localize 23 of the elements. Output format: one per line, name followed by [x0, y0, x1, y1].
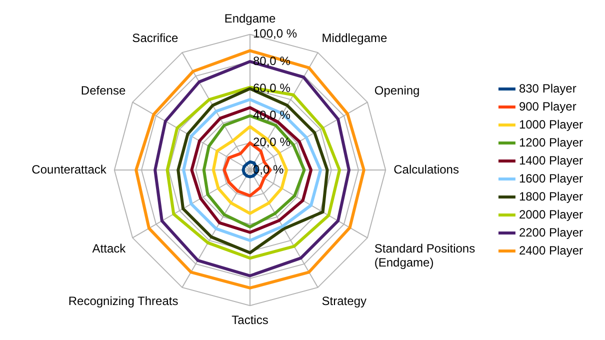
legend-label: 1600 Player: [518, 171, 584, 186]
spoke-label: Defense: [80, 83, 126, 98]
legend-label: 1400 Player: [518, 153, 584, 168]
legend-label: 900 Player: [518, 99, 576, 114]
legend-label: 1200 Player: [518, 135, 584, 150]
spoke-label: Middlegame: [322, 30, 388, 45]
spoke-label: Standard Positions (Endgame): [374, 241, 476, 270]
legend-label: 1800 Player: [518, 189, 584, 204]
spoke-label: Sacrifice: [132, 30, 179, 45]
spoke-label: Endgame: [224, 12, 276, 26]
spoke-label: Tactics: [232, 313, 268, 328]
spoke-label: Counterattack: [32, 162, 108, 176]
spoke-label: Strategy: [322, 294, 367, 308]
legend-label: 1000 Player: [518, 117, 584, 132]
spoke-label: Recognizing Threats: [68, 294, 178, 308]
y-tick-label: 100,0 %: [253, 26, 298, 41]
spoke-label: Opening: [374, 83, 420, 98]
spoke-label: Calculations: [394, 162, 459, 176]
spoke-label: Attack: [92, 241, 127, 256]
legend-label: 2000 Player: [518, 207, 584, 222]
legend-label: 2200 Player: [518, 225, 584, 240]
legend-label: 2400 Player: [518, 243, 584, 258]
legend-label: 830 Player: [518, 81, 576, 96]
